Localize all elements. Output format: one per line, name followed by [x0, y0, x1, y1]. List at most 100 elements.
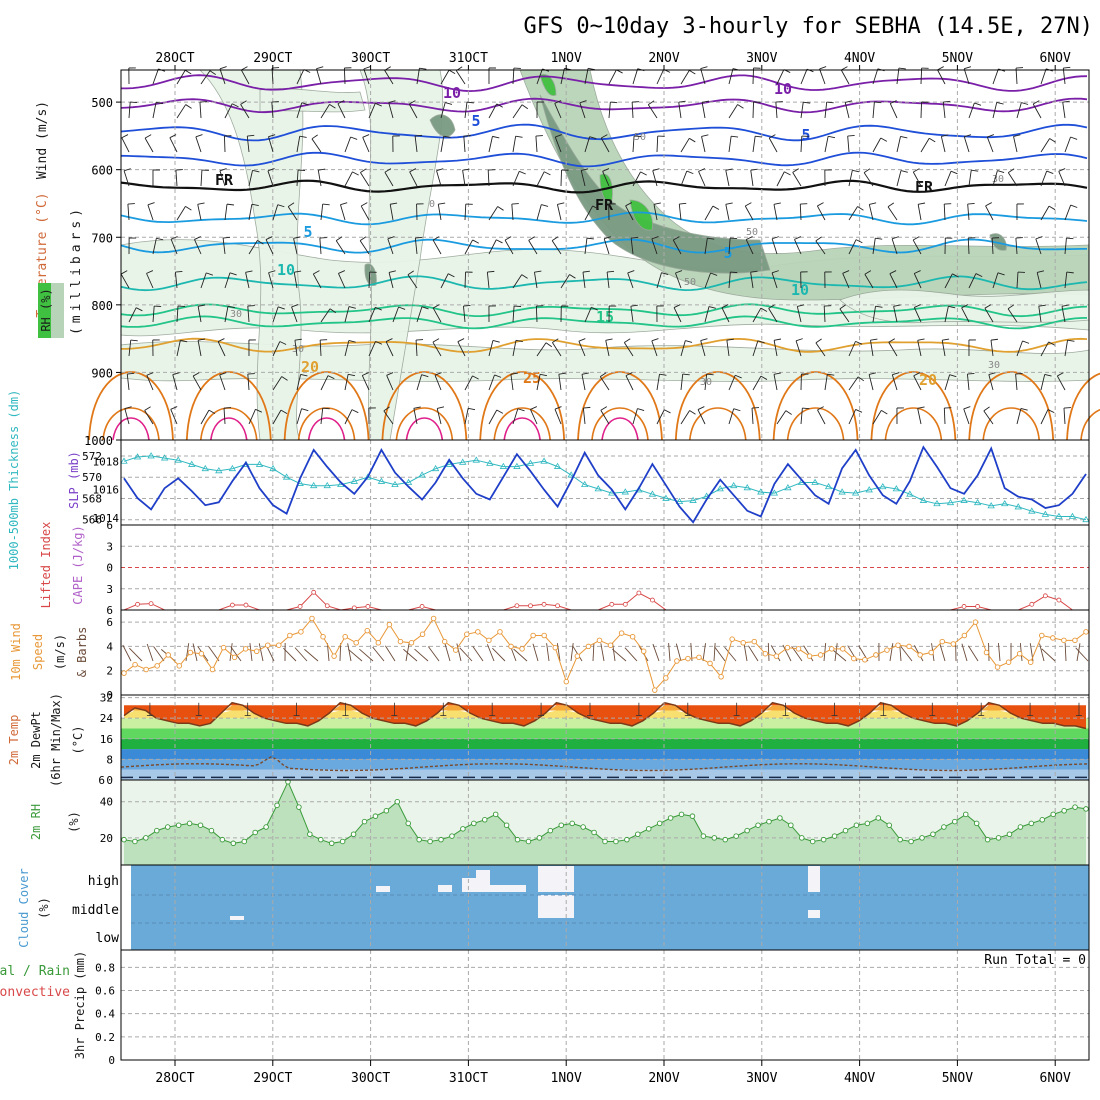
wind-barb-flag [1066, 271, 1074, 274]
wind-barb [344, 374, 349, 391]
wind-barb [488, 136, 493, 153]
rh2m-point [252, 829, 258, 836]
wind-barb [599, 376, 610, 391]
wind-barb [632, 68, 639, 85]
thickness-line-point [188, 460, 196, 467]
wind-barb-flag [1049, 138, 1056, 143]
wind-barb [986, 136, 994, 153]
wind-barb [961, 643, 968, 662]
wind-speed-line-point [419, 631, 426, 638]
wind-barb [361, 375, 370, 391]
thickness-line-point [486, 459, 494, 466]
lifted-index-point [975, 604, 981, 609]
wind-barb-flag [730, 271, 738, 274]
wind-barb [848, 206, 858, 221]
wind-barb [249, 643, 253, 662]
lifted-index-point [311, 589, 317, 595]
wind-barb [725, 204, 730, 221]
wind-barb [988, 374, 994, 391]
wind-barb [967, 237, 970, 255]
contour-label: 30 [992, 174, 1004, 185]
wind-barb [647, 104, 658, 119]
wind-barb-flag [918, 202, 926, 205]
wind-barb-flag [874, 101, 882, 104]
thickness-line-point [174, 456, 182, 463]
wind-speed-line-point [209, 666, 216, 673]
rh2m-point [580, 824, 586, 830]
wind-barb [815, 342, 826, 357]
temperature-tick-label: 24 [100, 712, 114, 725]
contour-label: 5 [723, 244, 732, 262]
temperature-contour [120, 123, 1088, 142]
wind-barb-flag [887, 202, 895, 208]
wind-barb [600, 410, 610, 425]
date-label-top: 31OCT [449, 51, 488, 66]
wind-barb [632, 408, 638, 425]
lifted-index-point [1029, 601, 1035, 607]
wind-barb [320, 375, 329, 391]
wind-barb [387, 238, 394, 255]
pressure-tick-label: 800 [91, 299, 113, 313]
temperature-band [121, 769, 1089, 780]
wind-barb-flag [892, 372, 900, 376]
lifted-index-tick-label: 6 [106, 604, 113, 617]
wind-barb-flag [702, 100, 710, 103]
precip-unit-label: 3hr Precip (mm) [73, 951, 87, 1059]
rh2m-point [460, 826, 466, 832]
wind-barb-flag [384, 168, 392, 173]
wind-barb [776, 69, 785, 85]
wind-speed-line-point [530, 632, 536, 639]
date-label-top: 4NOV [844, 51, 875, 66]
temperature-contour [120, 211, 1088, 226]
wind-barb-flag [511, 203, 519, 205]
wind-barb [120, 273, 130, 289]
wind-barb-flag [434, 372, 442, 376]
wind-speed-line-point [696, 654, 702, 661]
wind-barb-flag [180, 339, 188, 343]
rh2m-point [645, 826, 652, 832]
wind-barb [176, 206, 186, 221]
wind-speed-line-point [320, 633, 326, 640]
wind-barb [794, 239, 802, 255]
wind-barb [623, 342, 634, 357]
date-label-top: 1NOV [551, 51, 582, 66]
wind-barb-flag [217, 338, 225, 342]
wind-barb-flag [170, 406, 178, 410]
rh2m-point [689, 813, 696, 819]
wind-barb [510, 374, 514, 391]
wind-barb-flag [795, 338, 803, 342]
date-label-top: 2NOV [648, 51, 679, 66]
lifted-index-point [1056, 597, 1062, 603]
wind-barb [656, 409, 665, 425]
wind-barb [1007, 308, 1018, 323]
wind-barb-flag [1070, 136, 1078, 140]
wind-speed-line [123, 617, 1087, 692]
upper-wind-label: Wind (m/s) [35, 101, 50, 179]
lifted-index-label: Lifted Index [39, 522, 53, 609]
wind-barb [267, 170, 274, 187]
wind-barb [848, 239, 857, 255]
wind-barb-flag [794, 236, 802, 240]
wind-barb [773, 374, 778, 391]
wind-barb [535, 305, 538, 323]
wind-barb [337, 103, 346, 119]
wind-barb-flag [554, 406, 562, 410]
wind-barb-flag [130, 101, 138, 104]
wind-barb [701, 136, 706, 153]
wind-barb [512, 340, 517, 357]
date-label-top: 5NOV [942, 51, 973, 66]
wind-barb [200, 70, 211, 85]
wind-barb [891, 238, 898, 255]
wind-barb [457, 341, 466, 357]
wind-barb [656, 374, 660, 391]
wind-barb-flag [252, 169, 260, 173]
wind-barb [1007, 172, 1018, 187]
wind-barb [728, 238, 731, 255]
thickness-line-point [906, 490, 914, 497]
wind-speed-line-point [176, 663, 183, 669]
rh2m-point [372, 813, 379, 819]
wind-barb [824, 374, 828, 391]
wind-barb [459, 647, 473, 662]
wind-barb-flag [551, 236, 559, 242]
wind-barb [963, 68, 970, 85]
